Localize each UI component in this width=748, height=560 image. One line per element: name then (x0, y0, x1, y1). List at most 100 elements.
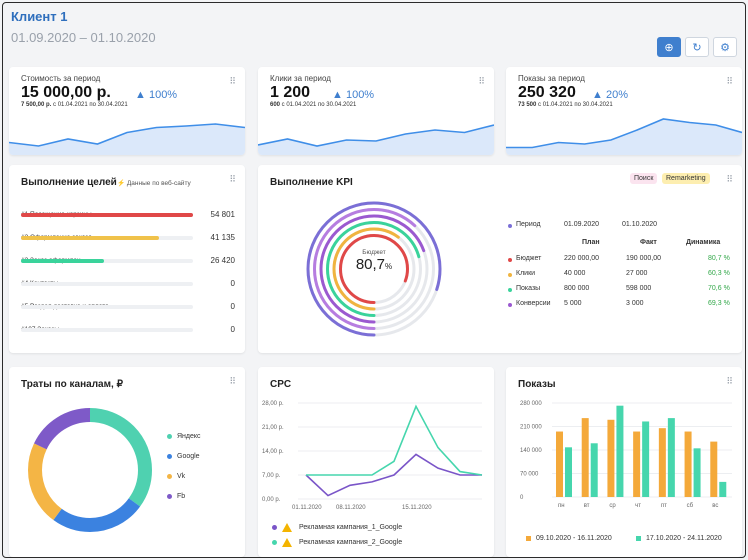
drag-handle-icon[interactable]: ⠿ (229, 376, 236, 386)
x-tick-label: 01.11.2020 (292, 505, 322, 511)
goal-progress-fill (21, 236, 159, 240)
kpi-ring-progress (306, 201, 442, 337)
add-button[interactable]: ⊕ (657, 37, 681, 57)
kpi-row-fact: 190 000,00 (626, 255, 662, 262)
cpc-line-chart: 0,00 р. 7,00 р. 14,00 р. 21,00 р. 28,00 р. 01… (262, 401, 483, 511)
metric-delta: ▲ 20% (592, 89, 628, 101)
drag-handle-icon[interactable]: ⠿ (478, 76, 485, 86)
kpi-row: Бюджет 220 000,00 190 000,00 80,7 % (508, 255, 738, 267)
y-tick-label: 140 000 (520, 448, 542, 454)
metric-compare-period: с 01.04.2021 по 30.04.2021 (51, 102, 128, 108)
goal-item: #5 Раздел доставка и оплата0 (21, 295, 243, 313)
kpi-ring-progress (319, 214, 429, 324)
legend-label: 17.10.2020 - 24.11.2020 (646, 535, 722, 542)
settings-button[interactable]: ⚙ (713, 37, 737, 57)
goals-hint-text: Данные по веб-сайту (126, 180, 191, 187)
drag-handle-icon[interactable]: ⠿ (229, 76, 236, 86)
legend-dot (272, 525, 277, 530)
kpi-row-fact: 598 000 (626, 285, 652, 292)
kpi-color-dot (508, 288, 512, 292)
donut-slice (28, 408, 152, 532)
y-tick-label: 280 000 (520, 401, 542, 407)
kpi-row-dynamics: 80,7 % (708, 255, 730, 262)
legend-item: Рекламная кампания_1_Google (272, 523, 402, 532)
x-tick-label: пн (558, 503, 565, 509)
goal-item: #3 Заказ оформлен26 420 (21, 249, 243, 267)
col-dynamics: Динамика (686, 239, 721, 246)
toolbar: ⊕ ↻ ⚙ (657, 37, 737, 57)
kpi-period-label: Период (516, 221, 541, 228)
tag-search[interactable]: Поиск (630, 173, 658, 184)
legend-item: Рекламная кампания_2_Google (272, 538, 402, 547)
sparkline-line (506, 118, 742, 149)
legend-dot (636, 536, 641, 541)
drag-handle-icon[interactable]: ⠿ (229, 174, 236, 184)
google-ads-icon (282, 523, 292, 532)
donut-slice (28, 408, 152, 532)
legend-item: Google (167, 453, 200, 460)
shows-card: Показы ⠿ 0 70 000 140 000 210 000 280 000 пн в… (506, 367, 742, 557)
x-tick-label: 08.11.2020 (336, 505, 366, 511)
metric-delta-value: 100% (148, 89, 178, 101)
metric-value: 15 000,00 р. (21, 84, 111, 101)
x-tick-label: вс (712, 503, 718, 509)
metric-delta: ▲ 100% (135, 89, 178, 101)
metric-label: Стоимость за период (21, 74, 101, 83)
goal-item: #107 Заказы0 (21, 318, 243, 336)
legend-item: 17.10.2020 - 24.11.2020 (636, 535, 722, 542)
bar (684, 431, 692, 497)
x-tick-label: вт (584, 503, 590, 509)
drag-handle-icon[interactable]: ⠿ (726, 76, 733, 86)
goal-item: #4 Контакты0 (21, 272, 243, 290)
tag-remarketing[interactable]: Remarketing (662, 173, 710, 184)
bar (616, 405, 624, 497)
metric-delta-value: 20% (605, 89, 628, 101)
metric-compare-value: 600 (270, 102, 281, 108)
bolt-icon: ⚡ (117, 180, 126, 187)
x-tick-label: сб (687, 503, 694, 509)
kpi-period-to[interactable]: 01.10.2020 (622, 221, 658, 228)
bar (607, 419, 615, 497)
date-range[interactable]: 01.09.2020 – 01.10.2020 (11, 30, 156, 45)
y-tick-label: 28,00 р. (262, 401, 284, 407)
legend-label: Vk (177, 473, 186, 480)
metric-delta: ▲ 100% (332, 89, 375, 101)
google-ads-icon (282, 538, 292, 547)
kpi-title: Выполнение KPI (270, 177, 353, 188)
goals-hint: ⚡ Данные по веб-сайту (117, 179, 191, 187)
y-tick-label: 210 000 (520, 425, 542, 431)
kpi-row-name: Клики (516, 270, 536, 277)
goal-progress-track (21, 328, 193, 332)
goal-value: 26 420 (210, 256, 235, 265)
metric-compare-value: 7 500,00 р. (21, 102, 52, 108)
goal-progress-track (21, 305, 193, 309)
goal-progress-track (21, 259, 193, 263)
metric-sparkline (258, 124, 494, 155)
kpi-row-plan: 40 000 (564, 270, 586, 277)
kpi-card: Выполнение KPI Поиск Remarketing ⠿ Бюдже… (258, 165, 742, 353)
bar (693, 448, 701, 497)
metric-compare-value: 73 500 (518, 102, 537, 108)
bar (642, 421, 650, 497)
sparkline-area (506, 119, 742, 155)
refresh-button[interactable]: ↻ (685, 37, 709, 57)
refresh-icon: ↻ (692, 41, 702, 54)
bar (581, 418, 589, 497)
shows-bar-chart: 0 70 000 140 000 210 000 280 000 пн вт ср чт пт сб… (520, 401, 732, 509)
drag-handle-icon[interactable]: ⠿ (726, 174, 733, 184)
x-tick-label: 15.11.2020 (402, 505, 432, 511)
kpi-row-plan: 5 000 (564, 300, 582, 307)
legend-dot (272, 540, 277, 545)
donut-slice (28, 408, 152, 532)
drag-handle-icon[interactable]: ⠿ (726, 376, 733, 386)
kpi-period-from[interactable]: 01.09.2020 (564, 221, 600, 228)
add-icon: ⊕ (664, 41, 674, 54)
metric-compare-period: с 01.04.2021 по 30.04.2021 (536, 102, 613, 108)
goal-value: 54 801 (210, 210, 235, 219)
metric-delta-value: 100% (345, 89, 375, 101)
y-tick-label: 0,00 р. (262, 497, 281, 503)
goal-progress-track (21, 282, 193, 286)
sparkline-area (258, 125, 494, 155)
metric-value: 250 320 (518, 84, 576, 101)
